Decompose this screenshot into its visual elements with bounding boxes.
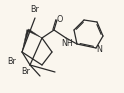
- Text: O: O: [57, 15, 63, 24]
- Text: Br: Br: [31, 5, 39, 15]
- Text: Br: Br: [8, 57, 16, 66]
- Polygon shape: [27, 29, 42, 38]
- Polygon shape: [22, 30, 29, 52]
- Text: NH: NH: [61, 39, 73, 48]
- Text: N: N: [96, 45, 102, 54]
- Text: Br: Br: [22, 68, 30, 77]
